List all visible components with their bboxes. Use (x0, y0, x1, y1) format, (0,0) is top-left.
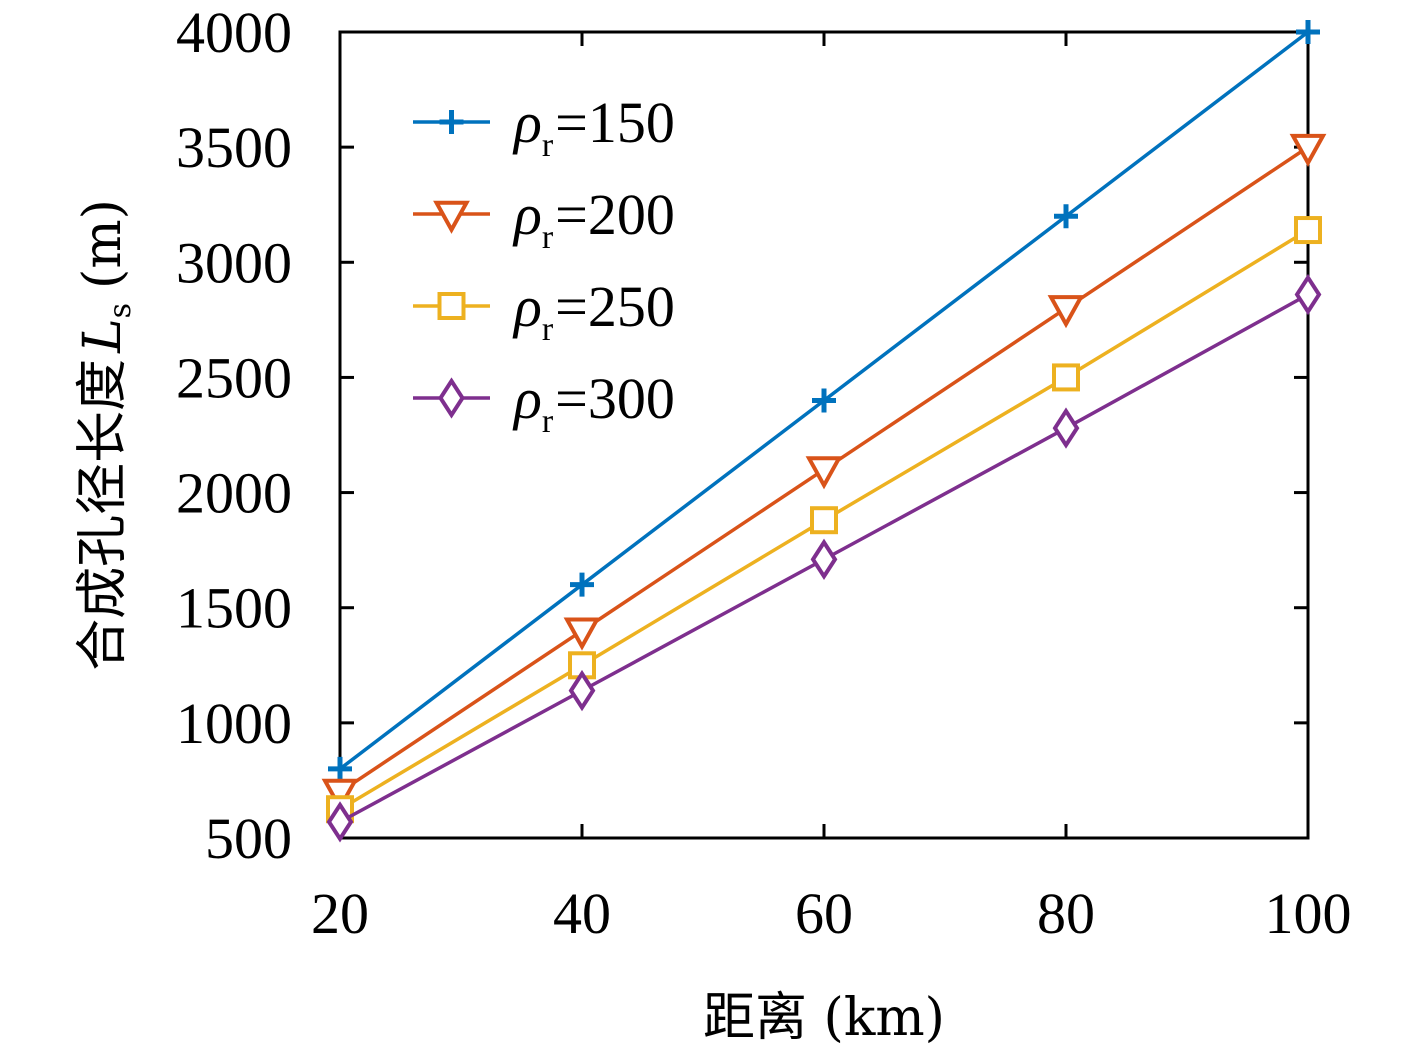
y-axis-title-main: 合成孔径长度 (73, 359, 133, 671)
x-tick-label: 20 (311, 881, 369, 946)
data-point (570, 572, 594, 597)
y-tick-label: 2500 (176, 345, 292, 410)
marker-triangle (563, 617, 601, 651)
marker-square (810, 506, 838, 535)
legend-subscript: r (542, 127, 554, 164)
y-tick-label: 500 (205, 806, 292, 871)
x-tick-label: 80 (1037, 881, 1095, 946)
data-point (1294, 216, 1322, 245)
legend-marker (438, 377, 465, 419)
y-tick-label: 3000 (176, 230, 292, 295)
y-axis-title-subscript: s (103, 303, 138, 318)
legend-entry-4: ρr=300 (413, 366, 675, 440)
data-point (805, 456, 843, 490)
data-point (810, 538, 838, 581)
data-point (326, 801, 354, 843)
marker-plus (812, 388, 836, 413)
legend-label: ρr=200 (512, 182, 675, 256)
marker-square (437, 292, 466, 320)
legend-value: =200 (555, 182, 675, 247)
marker-triangle (1047, 295, 1085, 329)
marker-plus (1296, 20, 1320, 44)
data-point (810, 506, 838, 535)
marker-diamond (1052, 407, 1080, 449)
marker-diamond (810, 538, 838, 581)
legend-marker (433, 200, 470, 234)
legend-value: =150 (555, 90, 675, 155)
legend-marker (437, 292, 466, 320)
data-point (1054, 204, 1078, 229)
legend-symbol: ρ (512, 366, 542, 431)
data-point (1289, 133, 1327, 168)
data-point (328, 756, 352, 781)
y-tick-label: 3500 (176, 115, 292, 180)
legend-label: ρr=250 (512, 274, 675, 348)
marker-plus (1054, 204, 1078, 229)
legend-symbol: ρ (512, 90, 542, 155)
y-tick-label: 1500 (176, 576, 292, 641)
data-point (568, 669, 596, 712)
marker-diamond (326, 801, 354, 843)
marker-triangle (805, 456, 843, 490)
data-point (1047, 295, 1085, 329)
legend-label: ρr=300 (512, 366, 675, 440)
legend-symbol: ρ (512, 182, 542, 247)
marker-triangle (1289, 133, 1327, 168)
marker-triangle (321, 778, 359, 812)
legend-marker (439, 110, 464, 134)
data-point (1052, 407, 1080, 449)
x-tick-label: 40 (553, 881, 611, 946)
legend-label: ρr=150 (512, 90, 675, 164)
legend-entry-2: ρr=200 (413, 182, 675, 256)
y-axis-title: 合成孔径长度 Ls (m) (73, 199, 138, 671)
marker-diamond (1294, 273, 1322, 316)
data-point (1294, 273, 1322, 316)
x-tick-label: 100 (1265, 881, 1352, 946)
data-point (812, 388, 836, 413)
y-axis-title-unit: (m) (73, 199, 133, 289)
x-axis-title: 距离 (km) (703, 988, 945, 1048)
data-point (563, 617, 601, 651)
plot-area: 500 1000 1500 2000 2500 3000 3500 4000 20 40 60 80 1… (176, 0, 1352, 946)
legend-value: =300 (555, 366, 675, 431)
marker-plus (439, 110, 464, 134)
y-tick-label: 1000 (176, 691, 292, 756)
legend-subscript: r (542, 219, 554, 256)
marker-square (1294, 216, 1322, 245)
data-point (1052, 363, 1080, 392)
marker-plus (570, 572, 594, 597)
data-point (321, 778, 359, 812)
data-point (1296, 20, 1320, 44)
legend-subscript: r (542, 311, 554, 348)
legend-entry-3: ρr=250 (413, 274, 675, 348)
y-axis-title-symbol: L (73, 318, 133, 354)
legend-subscript: r (542, 403, 554, 440)
marker-plus (328, 756, 352, 781)
legend-value: =250 (555, 274, 675, 339)
marker-diamond (568, 669, 596, 712)
legend-entry-1: ρr=150 (413, 90, 675, 164)
y-tick-label: 2000 (176, 461, 292, 526)
y-tick-label: 4000 (176, 0, 292, 65)
marker-triangle (433, 200, 470, 234)
marker-square (1052, 363, 1080, 392)
marker-diamond (438, 377, 465, 419)
legend-symbol: ρ (512, 274, 542, 339)
x-tick-label: 60 (795, 881, 853, 946)
axes-frame (338, 30, 1310, 840)
